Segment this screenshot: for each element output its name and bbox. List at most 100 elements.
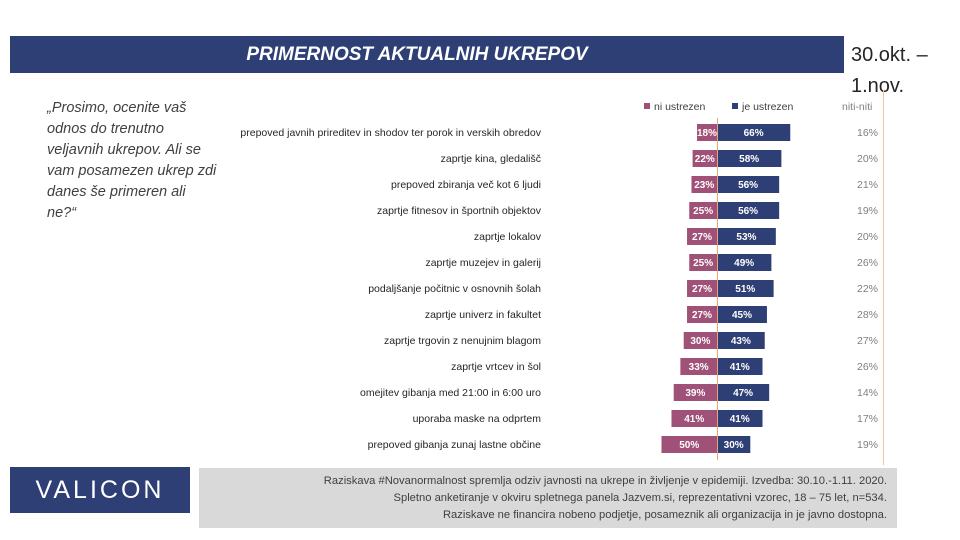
bar-label-je-ustrezen: 53% <box>736 232 756 243</box>
bar-label-je-ustrezen: 66% <box>744 128 764 139</box>
bar-ni-ustrezen <box>687 280 717 297</box>
bar-label-ni-ustrezen: 18% <box>697 128 717 139</box>
bar-ni-ustrezen <box>683 332 717 349</box>
legend-je-ustrezen: je ustrezen <box>732 101 793 113</box>
bar-ni-ustrezen <box>697 124 717 141</box>
title-bar: PRIMERNOST AKTUALNIH UKREPOV <box>10 36 844 73</box>
bar-je-ustrezen <box>717 384 770 401</box>
bar-label-ni-ustrezen: 23% <box>694 180 714 191</box>
bar-ni-ustrezen <box>687 228 717 245</box>
footer-line-2: Spletno anketiranje v okviru spletnega p… <box>393 492 887 504</box>
category-label: podaljšanje počitnic v osnovnih šolah <box>368 282 541 295</box>
category-label: zaprtje muzejev in galerij <box>425 256 541 269</box>
niti-niti-value: 26% <box>857 256 879 269</box>
bar-je-ustrezen <box>717 306 767 323</box>
bar-ni-ustrezen <box>692 150 717 167</box>
bar-label-ni-ustrezen: 27% <box>692 310 712 321</box>
niti-niti-value: 21% <box>857 178 879 191</box>
survey-question: „Prosimo, ocenite vaš odnos do trenutno … <box>47 100 217 221</box>
bar-label-je-ustrezen: 45% <box>732 310 752 321</box>
niti-niti-separator <box>883 90 884 465</box>
category-label: prepoved javnih prireditev in shodov ter… <box>240 126 541 139</box>
legend-label-je-ustrezen: je ustrezen <box>742 101 794 113</box>
niti-niti-value: 22% <box>857 282 879 295</box>
bar-ni-ustrezen <box>691 176 717 193</box>
bar-ni-ustrezen <box>687 306 717 323</box>
valicon-logo: VALICON <box>10 467 190 513</box>
chart-center-axis <box>717 118 718 460</box>
bar-label-je-ustrezen: 30% <box>724 440 744 451</box>
footer-line-3: Raziskave ne financira nobeno podjetje, … <box>442 509 887 521</box>
bar-label-je-ustrezen: 47% <box>733 388 753 399</box>
bar-label-ni-ustrezen: 27% <box>692 232 712 243</box>
bar-label-ni-ustrezen: 22% <box>695 154 715 165</box>
bar-label-ni-ustrezen: 25% <box>693 206 713 217</box>
bar-label-ni-ustrezen: 27% <box>692 284 712 295</box>
bar-je-ustrezen <box>717 124 791 141</box>
bar-je-ustrezen <box>717 202 780 219</box>
legend-swatch-ni-ustrezen <box>644 103 650 110</box>
bar-ni-ustrezen <box>680 358 717 375</box>
niti-niti-value: 19% <box>857 204 879 217</box>
category-label: zaprtje trgovin z nenujnim blagom <box>384 334 541 347</box>
bar-je-ustrezen <box>717 280 774 297</box>
bar-label-je-ustrezen: 56% <box>738 206 758 217</box>
bar-label-ni-ustrezen: 50% <box>679 440 699 451</box>
legend-niti-niti: niti-niti <box>842 101 873 113</box>
date-range: 30.okt. – 1.nov. <box>851 40 956 102</box>
niti-niti-value: 17% <box>857 412 879 425</box>
niti-niti-value: 20% <box>857 230 879 243</box>
bar-je-ustrezen <box>717 410 763 427</box>
footer-line-1: Raziskava #Novanormalnost spremlja odziv… <box>323 475 887 487</box>
bar-ni-ustrezen <box>689 202 717 219</box>
bar-label-je-ustrezen: 51% <box>735 284 755 295</box>
category-label: prepoved zbiranja več kot 6 ljudi <box>390 178 541 191</box>
bar-je-ustrezen <box>717 358 763 375</box>
bar-label-ni-ustrezen: 41% <box>684 414 704 425</box>
page-title: PRIMERNOST AKTUALNIH UKREPOV <box>246 44 588 65</box>
bar-label-je-ustrezen: 41% <box>730 414 750 425</box>
bar-label-ni-ustrezen: 39% <box>685 388 705 399</box>
logo-text: VALICON <box>35 476 165 504</box>
bar-label-ni-ustrezen: 33% <box>689 362 709 373</box>
category-label: uporaba maske na odprtem <box>412 412 541 425</box>
bar-label-je-ustrezen: 41% <box>730 362 750 373</box>
category-label: zaprtje vrtcev in šol <box>451 360 541 373</box>
category-label: omejitev gibanja med 21:00 in 6:00 uro <box>360 386 541 399</box>
date-line-1: 30.okt. – <box>851 44 928 66</box>
niti-niti-value: 28% <box>857 308 879 321</box>
legend-ni-ustrezen: ni ustrezen <box>644 101 705 113</box>
category-label: prepoved gibanja zunaj lastne občine <box>367 438 541 451</box>
legend-swatch-je-ustrezen <box>732 103 738 110</box>
bar-je-ustrezen <box>717 150 782 167</box>
bar-label-ni-ustrezen: 30% <box>690 336 710 347</box>
bar-label-je-ustrezen: 49% <box>734 258 754 269</box>
niti-niti-value: 16% <box>857 126 879 139</box>
legend-label-ni-ustrezen: ni ustrezen <box>654 101 706 113</box>
bar-label-ni-ustrezen: 25% <box>693 258 713 269</box>
niti-niti-value: 19% <box>857 438 879 451</box>
category-label: zaprtje fitnesov in športnih objektov <box>376 204 541 217</box>
bar-je-ustrezen <box>717 176 780 193</box>
niti-niti-value: 26% <box>857 360 879 373</box>
bar-label-je-ustrezen: 58% <box>739 154 759 165</box>
footer-note: Raziskava #Novanormalnost spremlja odziv… <box>199 468 897 528</box>
niti-niti-value: 27% <box>857 334 879 347</box>
bar-label-je-ustrezen: 43% <box>731 336 751 347</box>
bar-je-ustrezen <box>717 254 772 271</box>
bar-label-je-ustrezen: 56% <box>738 180 758 191</box>
bar-je-ustrezen <box>717 332 765 349</box>
category-label: zaprtje univerz in fakultet <box>424 308 541 321</box>
date-line-2: 1.nov. <box>851 75 904 97</box>
bar-je-ustrezen <box>717 436 751 453</box>
category-label: zaprtje kina, gledališč <box>440 152 541 165</box>
bar-ni-ustrezen <box>661 436 717 453</box>
bar-je-ustrezen <box>717 228 776 245</box>
category-label: zaprtje lokalov <box>473 230 541 243</box>
niti-niti-value: 20% <box>857 152 879 165</box>
bar-ni-ustrezen <box>671 410 717 427</box>
bar-ni-ustrezen <box>689 254 717 271</box>
bar-ni-ustrezen <box>673 384 717 401</box>
niti-niti-value: 14% <box>857 386 879 399</box>
